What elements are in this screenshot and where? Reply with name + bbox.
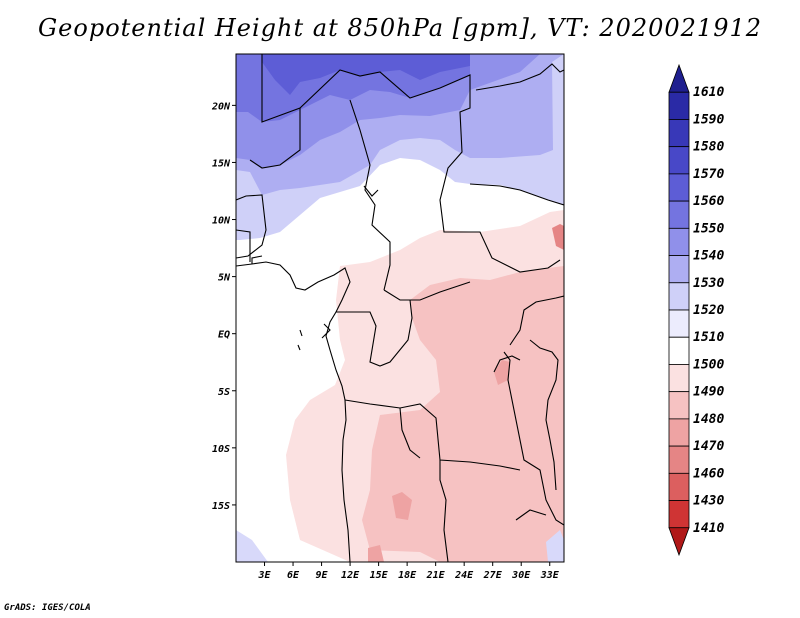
y-tick-label: 5S (218, 387, 230, 398)
contour-1470 (552, 224, 564, 250)
colorbar-swatch (668, 119, 690, 148)
x-tick-label: 9E (316, 570, 329, 581)
colorbar-label: 1490 (693, 385, 724, 400)
colorbar-label: 1460 (693, 466, 724, 481)
y-tick-label: 5N (218, 273, 231, 284)
grads-credit: GrADS: IGES/COLA (4, 603, 91, 613)
colorbar-swatch (668, 500, 690, 529)
colorbar-label: 1560 (693, 194, 724, 209)
x-tick-label: 12E (341, 570, 360, 581)
colorbar-swatch (668, 255, 690, 284)
colorbar-swatch (668, 63, 690, 93)
colorbar-label: 1500 (693, 357, 724, 372)
colorbar-swatch (668, 418, 690, 447)
colorbar-swatch (668, 200, 690, 229)
colorbar-label: 1470 (693, 439, 724, 454)
colorbar-swatch (668, 91, 690, 120)
colorbar-label: 1520 (693, 303, 724, 318)
colorbar-label: 1580 (693, 140, 724, 155)
y-tick-label: 15S (212, 501, 230, 512)
x-tick-label: 24E (454, 570, 474, 581)
colorbar: 1610 1590 1580 1570 1560 1550 1540 1530 1520 1510… (668, 63, 724, 557)
y-tick-label: 15N (212, 158, 231, 169)
colorbar-label: 1480 (693, 412, 724, 427)
latitude-axis: 20N 15N 10N 5N EQ 5S 10S 15S (211, 101, 236, 512)
colorbar-label: 1510 (693, 330, 724, 345)
longitude-axis: 3E 6E 9E 12E 15E 18E 21E 24E 27E 30E 33E (257, 562, 560, 581)
colorbar-label: 1540 (693, 249, 724, 264)
x-tick-label: 33E (540, 570, 560, 581)
x-tick-label: 27E (483, 570, 503, 581)
y-tick-label: EQ (218, 330, 230, 341)
x-tick-label: 15E (370, 570, 389, 581)
colorbar-swatch (668, 472, 690, 501)
x-tick-label: 18E (398, 570, 417, 581)
colorbar-swatch (668, 146, 690, 175)
x-tick-label: 6E (287, 570, 300, 581)
colorbar-label: 1590 (693, 112, 724, 127)
x-tick-label: 30E (511, 570, 531, 581)
y-tick-label: 20N (211, 101, 231, 112)
colorbar-label: 1430 (693, 494, 724, 509)
colorbar-label: 1570 (693, 167, 724, 182)
colorbar-swatch (668, 391, 690, 420)
x-tick-label: 21E (426, 570, 446, 581)
colorbar-swatch (668, 364, 690, 393)
colorbar-swatch (668, 445, 690, 474)
x-tick-label: 3E (257, 570, 271, 581)
colorbar-label: 1530 (693, 276, 724, 291)
map-frame (235, 53, 565, 563)
colorbar-label: 1550 (693, 221, 724, 236)
colorbar-swatch (668, 309, 690, 338)
colorbar-swatch (668, 227, 690, 256)
colorbar-swatch (668, 527, 690, 557)
y-tick-label: 10S (212, 444, 230, 455)
colorbar-label: 1610 (693, 85, 724, 100)
colorbar-swatch (668, 282, 690, 311)
geopotential-field (236, 54, 564, 562)
colorbar-label: 1410 (693, 521, 724, 536)
colorbar-swatch (668, 173, 690, 202)
coastlines-borders (236, 54, 564, 562)
map-title: Geopotential Height at 850hPa [gpm], VT:… (38, 14, 762, 42)
y-tick-label: 10N (212, 216, 231, 227)
contour-1480 (368, 360, 510, 562)
colorbar-swatch (668, 336, 690, 365)
